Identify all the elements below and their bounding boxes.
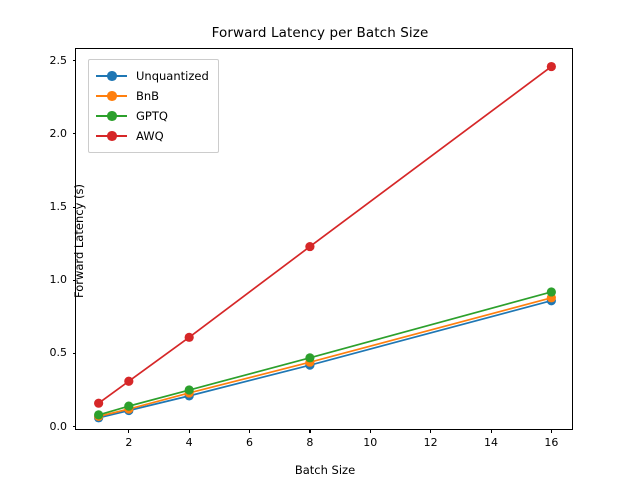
y-tick-label: 2.5	[49, 53, 68, 67]
legend-marker-icon	[96, 129, 127, 143]
x-tick-mark	[249, 429, 251, 433]
legend-dot-icon	[107, 91, 117, 101]
y-axis-label: Forward Latency (s)	[72, 184, 86, 298]
series-line	[98, 296, 552, 418]
legend-item-bnb[interactable]: BnB	[96, 86, 209, 106]
legend-marker-icon	[96, 109, 127, 123]
y-tick-label: 0.0	[49, 419, 68, 433]
y-tick-mark	[72, 279, 76, 281]
x-tick-label: 16	[544, 436, 559, 449]
data-point	[124, 376, 134, 386]
x-tick-label: 14	[484, 436, 498, 449]
x-tick-label: 10	[363, 436, 378, 449]
data-point	[546, 61, 556, 72]
y-tick-mark	[72, 206, 76, 208]
plot-area: Forward Latency (s) Batch Size 0.0 0.5 1.0…	[50, 48, 573, 477]
legend-dot-icon	[107, 131, 117, 141]
x-tick-mark	[430, 429, 432, 433]
x-tick-label: 6	[246, 436, 254, 449]
legend-item-gptq[interactable]: GPTQ	[96, 106, 209, 126]
y-tick-label: 0.5	[49, 346, 68, 360]
y-tick-mark	[72, 133, 76, 135]
legend-dot-icon	[107, 111, 117, 121]
x-tick-mark	[309, 429, 311, 433]
data-point	[305, 353, 315, 363]
series-awq	[94, 61, 556, 408]
legend-item-unquantized[interactable]: Unquantized	[96, 66, 209, 86]
legend-marker-icon	[96, 89, 127, 103]
x-tick-label: 2	[125, 436, 133, 449]
x-tick-mark	[369, 429, 371, 433]
data-point	[94, 398, 104, 408]
x-tick-mark	[128, 429, 130, 433]
y-tick-mark	[72, 352, 76, 355]
x-tick-label: 12	[423, 436, 438, 449]
x-tick-mark	[188, 429, 190, 433]
series-gptq	[94, 287, 556, 420]
x-tick-label: 8	[306, 436, 314, 449]
data-point	[184, 332, 194, 342]
y-tick-label: 1.0	[49, 273, 68, 287]
legend-label: GPTQ	[136, 109, 168, 123]
data-point	[124, 401, 134, 411]
x-tick-mark	[490, 429, 492, 433]
legend-label: BnB	[136, 89, 160, 103]
data-point	[305, 241, 315, 252]
data-point	[184, 385, 194, 395]
y-tick-mark	[72, 60, 76, 62]
legend-dot-icon	[107, 71, 117, 81]
data-point	[94, 410, 104, 420]
data-point	[546, 287, 556, 297]
x-tick-mark	[550, 429, 552, 433]
y-tick-label: 2.0	[49, 126, 68, 140]
series-line	[98, 299, 552, 419]
legend-label: Unquantized	[136, 69, 209, 83]
legend-label: AWQ	[136, 129, 164, 143]
legend-marker-icon	[96, 69, 127, 83]
x-axis-label: Batch Size	[294, 463, 356, 477]
x-tick-label: 4	[185, 436, 193, 449]
plot-lines	[94, 61, 556, 423]
chart-title: Forward Latency per Batch Size	[211, 25, 429, 41]
chart-legend: Unquantized BnB GPTQ AWQ	[88, 59, 219, 153]
legend-item-awq[interactable]: AWQ	[96, 126, 209, 146]
y-tick-mark	[72, 426, 76, 428]
y-tick-label: 1.5	[49, 200, 68, 214]
